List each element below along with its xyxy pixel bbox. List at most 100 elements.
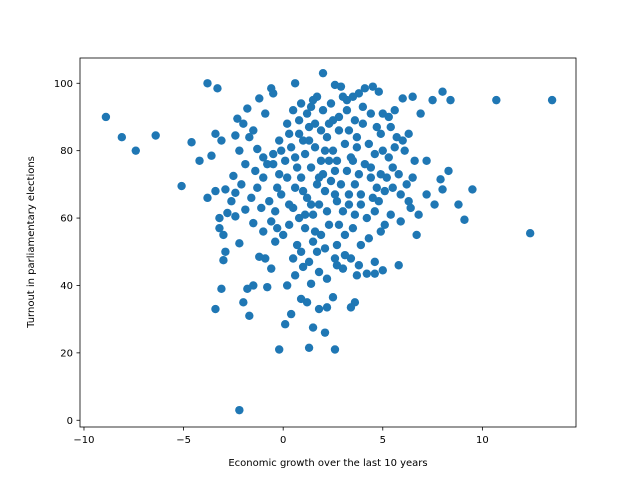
data-point [294, 213, 304, 223]
data-point [286, 309, 296, 319]
data-point [408, 173, 417, 182]
data-point [394, 261, 403, 270]
data-point [294, 116, 304, 125]
data-point [187, 138, 196, 147]
data-point [276, 190, 286, 199]
data-point [213, 84, 222, 93]
data-point [316, 126, 326, 135]
data-point [316, 156, 326, 165]
data-point [249, 126, 258, 135]
data-point [330, 254, 340, 263]
data-point [251, 166, 260, 176]
data-point [151, 131, 160, 140]
data-point [468, 185, 477, 194]
data-point [219, 255, 228, 265]
data-point [326, 176, 336, 186]
data-point [298, 186, 308, 196]
data-point [328, 293, 338, 302]
data-point [446, 95, 455, 105]
data-point [288, 254, 298, 263]
x-axis-label: Economic growth over the last 10 years [228, 458, 427, 469]
data-point [253, 144, 262, 154]
plot-frame [79, 57, 577, 428]
data-point [344, 126, 354, 135]
data-point [352, 271, 362, 280]
data-point [290, 79, 300, 88]
data-point [525, 229, 535, 238]
data-point [364, 139, 374, 149]
data-point [219, 230, 228, 240]
data-point [310, 119, 320, 128]
data-point [290, 153, 300, 162]
data-point [352, 143, 362, 152]
data-point [422, 190, 431, 199]
data-point [308, 237, 318, 246]
data-point [410, 156, 419, 165]
data-point [366, 173, 376, 182]
data-point [348, 156, 358, 165]
data-point [404, 197, 413, 206]
data-point [390, 143, 399, 152]
data-point [360, 84, 370, 93]
data-point [396, 217, 405, 226]
data-point [364, 234, 374, 243]
data-point [376, 227, 385, 236]
data-point [346, 254, 356, 263]
y-axis-ticks: 0 20 40 60 80 100 [54, 79, 80, 427]
data-point [275, 136, 284, 145]
data-point [259, 227, 268, 236]
data-point [398, 136, 407, 145]
data-point [334, 220, 344, 230]
data-point [338, 264, 348, 273]
data-point [390, 106, 399, 115]
data-point [284, 220, 294, 230]
data-point [428, 95, 437, 105]
data-point [195, 156, 204, 165]
data-point [338, 92, 348, 101]
data-point [404, 129, 413, 139]
data-point [306, 163, 316, 172]
data-point [368, 82, 378, 91]
data-point [271, 237, 280, 246]
data-point [354, 261, 364, 270]
data-point [306, 279, 316, 288]
data-point [304, 343, 314, 353]
data-point [354, 89, 364, 98]
data-point [284, 129, 294, 139]
data-point [308, 210, 318, 219]
data-point [412, 230, 421, 240]
data-point [275, 345, 284, 354]
data-point [304, 136, 314, 145]
data-point [376, 129, 385, 139]
data-point [332, 156, 342, 165]
data-point [358, 102, 368, 112]
data-point [235, 146, 244, 155]
x-tick-label: 5 [380, 435, 386, 446]
data-point [388, 163, 397, 172]
data-point [356, 240, 366, 250]
data-point [211, 304, 220, 314]
data-point [302, 109, 312, 118]
data-point [255, 252, 264, 262]
data-point [310, 143, 320, 152]
data-point [290, 183, 300, 192]
data-point [370, 257, 380, 267]
data-point [386, 210, 395, 219]
data-point [460, 215, 469, 224]
data-point [384, 112, 393, 122]
y-tick-label: 40 [60, 281, 73, 292]
data-point [332, 197, 342, 206]
data-point [278, 230, 288, 240]
data-point [312, 247, 322, 256]
data-point [255, 94, 264, 103]
data-point [346, 303, 356, 312]
data-point [330, 345, 340, 354]
data-point [414, 210, 423, 219]
data-point [374, 87, 383, 96]
x-axis-ticks: −10 −5 0 5 10 [73, 427, 489, 446]
data-point [300, 223, 310, 233]
data-point [215, 213, 224, 223]
data-point [211, 186, 220, 196]
data-point [296, 99, 306, 108]
